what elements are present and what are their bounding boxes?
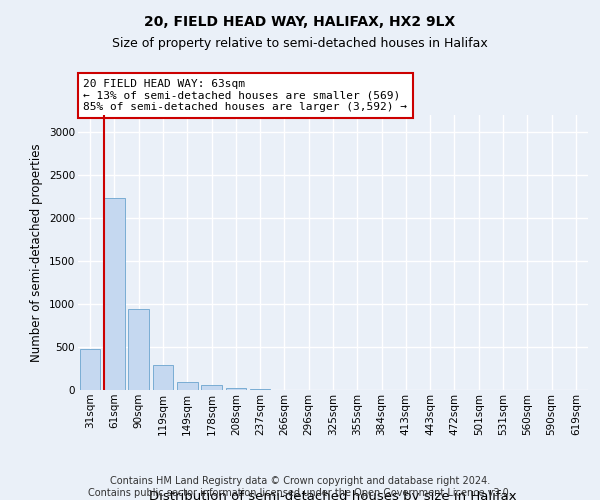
Text: 20 FIELD HEAD WAY: 63sqm
← 13% of semi-detached houses are smaller (569)
85% of : 20 FIELD HEAD WAY: 63sqm ← 13% of semi-d… bbox=[83, 79, 407, 112]
Bar bbox=[128, 309, 149, 390]
Text: Size of property relative to semi-detached houses in Halifax: Size of property relative to semi-detach… bbox=[112, 38, 488, 51]
Bar bbox=[177, 382, 197, 390]
Bar bbox=[152, 365, 173, 390]
Y-axis label: Number of semi-detached properties: Number of semi-detached properties bbox=[31, 143, 43, 362]
Text: Contains HM Land Registry data © Crown copyright and database right 2024.
Contai: Contains HM Land Registry data © Crown c… bbox=[88, 476, 512, 498]
Bar bbox=[250, 389, 271, 390]
Text: 20, FIELD HEAD WAY, HALIFAX, HX2 9LX: 20, FIELD HEAD WAY, HALIFAX, HX2 9LX bbox=[145, 15, 455, 29]
X-axis label: Distribution of semi-detached houses by size in Halifax: Distribution of semi-detached houses by … bbox=[149, 490, 517, 500]
Bar bbox=[201, 386, 222, 390]
Bar bbox=[80, 349, 100, 390]
Bar bbox=[104, 198, 125, 390]
Bar bbox=[226, 388, 246, 390]
